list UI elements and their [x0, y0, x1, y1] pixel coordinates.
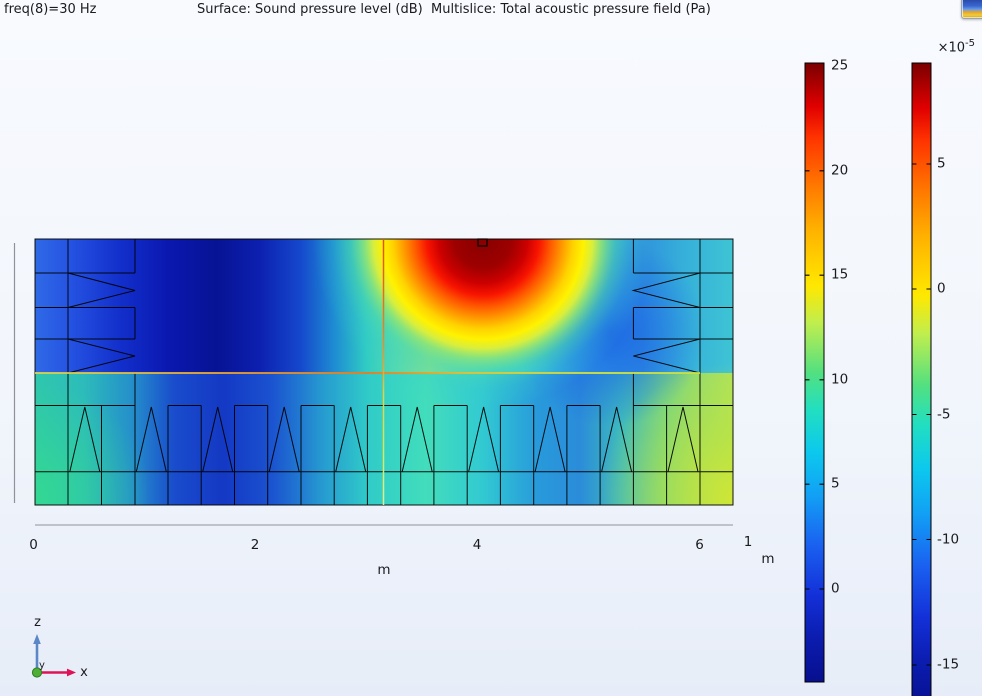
z-axis-label: z — [34, 615, 41, 630]
x-tick-0: 0 — [29, 537, 38, 553]
y-axis-label: y — [39, 660, 45, 671]
pa-tick-neg5: -5 — [937, 406, 951, 423]
scale-exponent: -5 — [965, 38, 975, 49]
floor-wedges — [69, 406, 699, 472]
depth-axis-unit: m — [761, 551, 775, 567]
pa-tick-neg15: -15 — [937, 656, 960, 673]
x-tick-6: 6 — [695, 537, 704, 553]
depth-axis-tick: 1 — [743, 534, 753, 550]
z-arrowhead — [33, 634, 41, 644]
left-wall-wedges — [67, 272, 136, 374]
x-tick-4: 4 — [472, 537, 482, 553]
surface-plot-icon[interactable] — [961, 0, 982, 19]
parameter-label: freq(8)=30 Hz — [4, 2, 97, 17]
x-tick-2: 2 — [250, 537, 260, 553]
pa-tick-neg10: -10 — [937, 531, 960, 548]
colorbar-pressure — [911, 62, 932, 696]
spl-tick-15: 15 — [831, 266, 849, 283]
spl-tick-20: 20 — [831, 162, 849, 179]
plot-title: Surface: Sound pressure level (dB) Multi… — [197, 2, 711, 17]
y-axis-dot — [31, 667, 43, 678]
x-axis-label: x — [80, 665, 88, 680]
pa-tick-5: 5 — [937, 155, 946, 172]
spl-tick-0: 0 — [831, 580, 840, 597]
pressure-scale-label: ×10-5 — [920, 38, 975, 56]
coordinate-triad — [31, 634, 76, 678]
x-arrowhead — [67, 668, 76, 677]
x-axis-unit: m — [377, 562, 391, 578]
spl-tick-10: 10 — [831, 371, 849, 388]
pa-tick-0: 0 — [937, 280, 946, 297]
point-source-marker — [477, 238, 488, 247]
colorbar-spl — [804, 62, 825, 683]
spl-surface-field — [35, 239, 733, 505]
spl-tick-25: 25 — [831, 57, 849, 74]
scale-mantissa: ×10 — [937, 40, 966, 56]
spl-tick-5: 5 — [831, 475, 840, 492]
right-wall-wedges — [631, 272, 701, 374]
